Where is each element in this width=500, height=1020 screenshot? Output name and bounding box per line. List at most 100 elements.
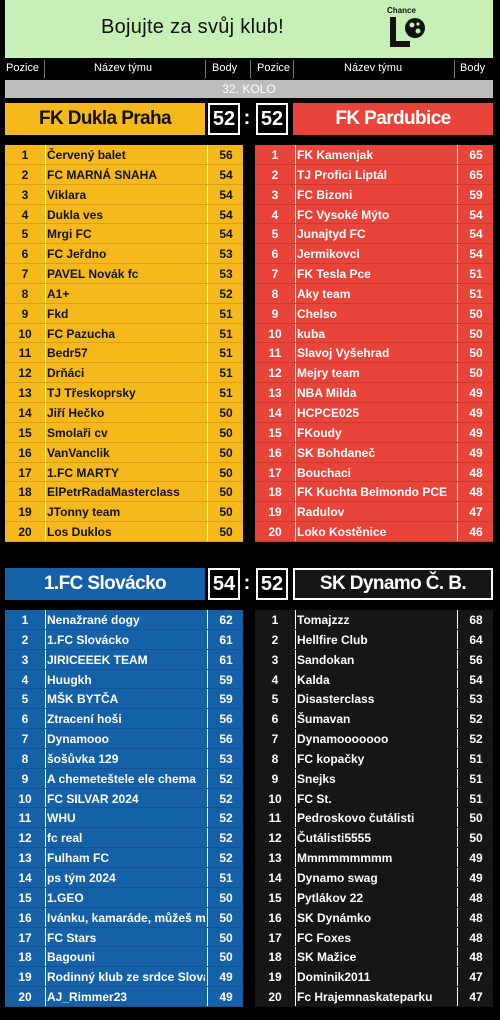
table-row[interactable]: 16 Ivánku, kamaráde, můžeš mi 50: [5, 907, 243, 928]
table-row[interactable]: 3 Sandokan 56: [255, 649, 493, 670]
table-row[interactable]: 6 Ztracení hoši 56: [5, 709, 243, 730]
table-row[interactable]: 11 Slavoj Vyšehrad 50: [255, 343, 493, 364]
table-row[interactable]: 1 Tomajzzz 68: [255, 610, 493, 630]
table-row[interactable]: 7 PAVEL Novák fc 53: [5, 264, 243, 284]
table-row[interactable]: 8 FC kopačky 51: [255, 748, 493, 769]
row-position: 13: [268, 386, 282, 401]
table-row[interactable]: 12 fc real 52: [5, 828, 243, 849]
table-row[interactable]: 10 FC Pazucha 51: [5, 323, 243, 344]
table-row[interactable]: 12 Čutálisti5555 50: [255, 828, 493, 849]
table-row[interactable]: 19 Radulov 47: [255, 502, 493, 523]
row-points: 48: [469, 890, 483, 905]
table-row[interactable]: 12 Mejry team 50: [255, 363, 493, 384]
table-row[interactable]: 2 1.FC Slovácko 61: [5, 629, 243, 650]
table-row[interactable]: 17 FC Stars 50: [5, 927, 243, 948]
table-row[interactable]: 9 Chelso 50: [255, 303, 493, 324]
table-row[interactable]: 2 Hellfire Club 64: [255, 629, 493, 650]
table-row[interactable]: 4 FC Vysoké Mýto 54: [255, 204, 493, 225]
table-row[interactable]: 5 Junajtyd FC 54: [255, 224, 493, 245]
table-row[interactable]: 17 FC Foxes 48: [255, 927, 493, 948]
table-row[interactable]: 6 FC Jeřdno 53: [5, 244, 243, 265]
home-team-banner[interactable]: FK Dukla Praha: [5, 103, 205, 135]
table-row[interactable]: 16 SK Bohdaneč 49: [255, 442, 493, 463]
table-row[interactable]: 1 Nenažrané dogy 62: [5, 610, 243, 630]
table-row[interactable]: 14 Jiří Hečko 50: [5, 402, 243, 423]
table-row[interactable]: 18 SK Mažice 48: [255, 947, 493, 968]
table-row[interactable]: 3 JIRICEEEK TEAM 61: [5, 649, 243, 670]
row-position: 12: [268, 366, 282, 381]
table-row[interactable]: 2 TJ Profici Liptál 65: [255, 164, 493, 185]
table-row[interactable]: 11 Pedroskovo čutálisti 50: [255, 808, 493, 829]
table-row[interactable]: 3 Viklara 54: [5, 184, 243, 205]
table-row[interactable]: 4 Huugkh 59: [5, 669, 243, 690]
table-row[interactable]: 13 TJ Třeskoprsky 51: [5, 383, 243, 403]
table-row[interactable]: 14 HCPCE025 49: [255, 402, 493, 423]
table-row[interactable]: 19 Rodinný klub ze srdce Slovácka 49: [5, 967, 243, 988]
table-row[interactable]: 5 MŠK BYTČA 59: [5, 689, 243, 710]
away-team-banner[interactable]: SK Dynamo Č. B.: [293, 568, 493, 600]
table-row[interactable]: 20 Fc Hrajemnaskateparku 47: [255, 987, 493, 1007]
row-team-name: FK Tesla Pce: [297, 267, 371, 282]
table-row[interactable]: 4 Kalda 54: [255, 669, 493, 690]
table-row[interactable]: 4 Dukla ves 54: [5, 204, 243, 225]
table-row[interactable]: 18 ElPetrRadaMasterclass 50: [5, 482, 243, 503]
column-divider: [457, 748, 458, 768]
table-row[interactable]: 13 NBA Milda 49: [255, 383, 493, 403]
row-position: 19: [268, 970, 282, 985]
table-row[interactable]: 20 AJ_Rimmer23 49: [5, 987, 243, 1007]
table-row[interactable]: 8 Aky team 51: [255, 283, 493, 304]
table-row[interactable]: 8 A1+ 52: [5, 283, 243, 304]
table-row[interactable]: 17 1.FC MARTY 50: [5, 462, 243, 483]
table-row[interactable]: 5 Disasterclass 53: [255, 689, 493, 710]
table-row[interactable]: 16 VanVanclik 50: [5, 442, 243, 463]
away-team-banner[interactable]: FK Pardubice: [293, 103, 493, 135]
home-team-banner[interactable]: 1.FC Slovácko: [5, 568, 205, 600]
row-team-name: šošůvka 129: [47, 751, 119, 766]
table-row[interactable]: 9 Snejks 51: [255, 768, 493, 789]
row-points: 48: [469, 485, 483, 500]
table-row[interactable]: 9 Fkd 51: [5, 303, 243, 324]
table-row[interactable]: 20 Los Duklos 50: [5, 522, 243, 542]
table-row[interactable]: 18 Bagouni 50: [5, 947, 243, 968]
table-row[interactable]: 14 Dynamo swag 49: [255, 867, 493, 888]
table-row[interactable]: 6 Jermikovci 54: [255, 244, 493, 265]
table-row[interactable]: 13 Mmmmmmmmm 49: [255, 848, 493, 868]
table-row[interactable]: 15 FKoudy 49: [255, 422, 493, 443]
table-row[interactable]: 10 FC SILVAR 2024 52: [5, 788, 243, 809]
column-divider: [207, 947, 208, 967]
table-row[interactable]: 2 FC MARNÁ SNAHA 54: [5, 164, 243, 185]
column-divider: [207, 828, 208, 848]
table-row[interactable]: 15 Pytlákov 22 48: [255, 887, 493, 908]
table-row[interactable]: 19 JTonny team 50: [5, 502, 243, 523]
table-row[interactable]: 9 A chemeteštele ele chema 52: [5, 768, 243, 789]
promo-banner[interactable]: Bojujte za svůj klub! Chance: [5, 0, 493, 58]
table-row[interactable]: 3 FC Bizoni 59: [255, 184, 493, 205]
table-row[interactable]: 11 WHU 52: [5, 808, 243, 829]
table-row[interactable]: 11 Bedr57 51: [5, 343, 243, 364]
table-row[interactable]: 14 ps tým 2024 51: [5, 867, 243, 888]
chance-logo-text: Chance: [387, 6, 416, 15]
table-row[interactable]: 18 FK Kuchta Belmondo PCE 48: [255, 482, 493, 503]
column-divider: [45, 629, 46, 649]
table-row[interactable]: 6 Šumavan 52: [255, 709, 493, 730]
column-divider: [457, 848, 458, 867]
table-row[interactable]: 15 1.GEO 50: [5, 887, 243, 908]
table-row[interactable]: 7 Dynamooo 56: [5, 729, 243, 749]
table-row[interactable]: 12 Drňáci 51: [5, 363, 243, 384]
banner-text: Bojujte za svůj klub!: [100, 16, 285, 38]
table-row[interactable]: 10 FC St. 51: [255, 788, 493, 809]
table-row[interactable]: 1 FK Kamenjak 65: [255, 145, 493, 165]
table-row[interactable]: 19 Dominik2011 47: [255, 967, 493, 988]
table-row[interactable]: 8 šošůvka 129 53: [5, 748, 243, 769]
table-row[interactable]: 1 Červený balet 56: [5, 145, 243, 165]
table-row[interactable]: 15 Smolaři cv 50: [5, 422, 243, 443]
table-row[interactable]: 10 kuba 50: [255, 323, 493, 344]
table-row[interactable]: 13 Fulham FC 52: [5, 848, 243, 868]
table-row[interactable]: 17 Bouchaci 48: [255, 462, 493, 483]
table-row[interactable]: 7 FK Tesla Pce 51: [255, 264, 493, 284]
column-divider: [295, 442, 296, 462]
table-row[interactable]: 7 Dynamooooooo 52: [255, 729, 493, 749]
table-row[interactable]: 5 Mrgi FC 54: [5, 224, 243, 245]
table-row[interactable]: 16 SK Dynámko 48: [255, 907, 493, 928]
table-row[interactable]: 20 Loko Kostěnice 46: [255, 522, 493, 542]
